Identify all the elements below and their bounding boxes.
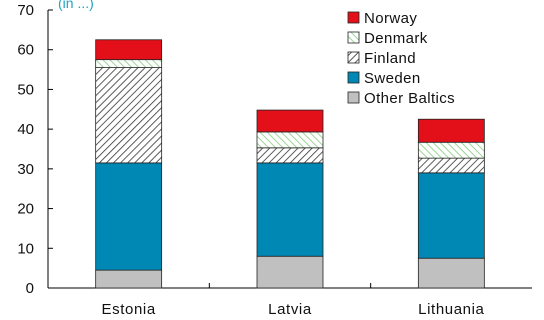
legend-swatch [347, 71, 360, 84]
x-tick-label: Latvia [268, 301, 312, 318]
bar-segment [256, 162, 324, 257]
bar-segment [417, 141, 485, 159]
legend-swatch [347, 51, 360, 64]
legend-label: Norway [364, 10, 417, 27]
y-tick-label: 0 [26, 280, 34, 297]
bar-segment [417, 172, 485, 259]
y-tick-label: 20 [17, 201, 34, 218]
bar-segment [256, 147, 324, 164]
bar-segment [95, 269, 163, 289]
x-tick-label: Estonia [102, 301, 156, 318]
bar-segment [417, 257, 485, 289]
bar-segment [417, 118, 485, 143]
chart-subtitle: (in ...) [58, 0, 94, 11]
legend-label: Denmark [364, 30, 428, 47]
legend: Norway Denmark Finland Sweden Other Baltics [347, 10, 455, 107]
x-tick-label: Lithuania [418, 301, 484, 318]
axes: 0 10 20 30 40 50 60 70 Estonia Latvia Lithuania [17, 2, 532, 318]
bar-segment [95, 162, 163, 271]
y-tick-label: 30 [17, 161, 34, 178]
y-tick-label: 40 [17, 121, 34, 138]
y-tick-label: 50 [17, 81, 34, 98]
y-tick-label: 60 [17, 42, 34, 59]
legend-label: Sweden [364, 70, 421, 87]
legend-label: Other Baltics [364, 90, 455, 107]
bar-segment [256, 131, 324, 149]
legend-swatch [347, 91, 360, 104]
y-tick-label: 70 [17, 2, 34, 19]
y-tick-label: 10 [17, 240, 34, 257]
legend-swatch [347, 31, 360, 44]
bar-segment [95, 39, 163, 61]
legend-label: Finland [364, 50, 416, 67]
bar-segment [256, 109, 324, 133]
bar-segment [95, 59, 163, 68]
bar-segment [256, 255, 324, 289]
bars [95, 39, 485, 289]
bar-segment [417, 157, 485, 174]
bar-segment [95, 67, 163, 164]
legend-swatch [347, 11, 360, 24]
